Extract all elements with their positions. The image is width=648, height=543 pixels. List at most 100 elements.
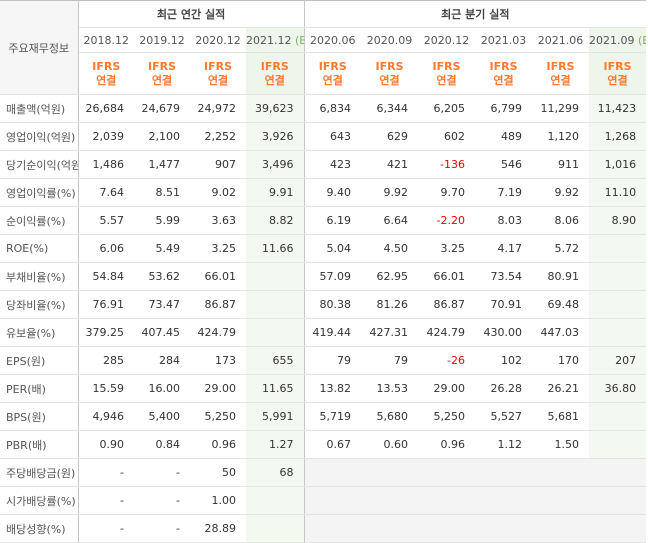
value-cell: 28.89 xyxy=(190,514,246,543)
consolidated-label: 연결 xyxy=(96,73,117,87)
period-label: 2021.06 xyxy=(537,33,584,47)
value-cell xyxy=(532,458,590,487)
value-cell: 6.64 xyxy=(361,206,419,235)
value-cell xyxy=(361,486,419,515)
value-cell xyxy=(589,290,647,319)
table-row: BPS(원) 4,946 5,400 5,250 5,991 5,719 5,680 5,25… xyxy=(0,402,647,431)
value-cell: 80.38 xyxy=(304,290,362,319)
table-body: 매출액(억원) 26,684 24,679 24,972 39,623 6,834 6,34… xyxy=(0,94,647,543)
period-header: 2018.12 xyxy=(78,27,134,53)
value-cell: 5.99 xyxy=(134,206,190,235)
value-cell: 8.03 xyxy=(475,206,533,235)
value-cell: 76.91 xyxy=(78,290,134,319)
ifrs-label: IFRS xyxy=(375,59,404,73)
value-cell: - xyxy=(134,514,190,543)
value-cell: 447.03 xyxy=(532,318,590,347)
value-cell: 8.82 xyxy=(246,206,305,235)
value-cell: 6,205 xyxy=(418,94,476,123)
row-label: 유보율(%) xyxy=(0,318,79,347)
value-cell: - xyxy=(78,486,134,515)
value-cell: 0.96 xyxy=(418,430,476,459)
value-cell xyxy=(246,318,305,347)
value-cell: 1.50 xyxy=(532,430,590,459)
value-cell xyxy=(475,486,533,515)
value-cell: 80.91 xyxy=(532,262,590,291)
value-cell xyxy=(475,458,533,487)
table-row: 영업이익(억원) 2,039 2,100 2,252 3,926 643 629 602 489… xyxy=(0,122,647,151)
ifrs-label: IFRS xyxy=(603,59,632,73)
value-cell: 489 xyxy=(475,122,533,151)
value-cell xyxy=(589,318,647,347)
ifrs-standard-label: IFRS 연결 xyxy=(246,52,305,95)
period-label: 2020.06 xyxy=(310,33,356,47)
value-cell: 423 xyxy=(304,150,362,179)
group-title-row: 주요재무정보 최근 연간 실적 최근 분기 실적 xyxy=(0,0,647,95)
value-cell xyxy=(246,486,305,515)
value-cell: 11.66 xyxy=(246,234,305,263)
value-cell: 9.92 xyxy=(532,178,590,207)
consolidated-label: 연결 xyxy=(151,73,173,87)
value-cell: 7.64 xyxy=(78,178,134,207)
value-cell: 68 xyxy=(246,458,305,487)
value-cell: 9.02 xyxy=(190,178,246,207)
value-cell: 3,926 xyxy=(246,122,305,151)
value-cell: 70.91 xyxy=(475,290,533,319)
value-cell: 0.96 xyxy=(190,430,246,459)
value-cell: 13.82 xyxy=(304,374,362,403)
value-cell: -26 xyxy=(418,346,476,375)
corner-label: 주요재무정보 xyxy=(0,0,79,95)
ifrs-label: IFRS xyxy=(260,59,289,73)
consolidated-label: 연결 xyxy=(550,73,571,87)
value-cell: 430.00 xyxy=(475,318,533,347)
value-cell: 66.01 xyxy=(190,262,246,291)
value-cell: 207 xyxy=(589,346,647,375)
value-cell: 1.12 xyxy=(475,430,533,459)
value-cell: 6,799 xyxy=(475,94,533,123)
value-cell xyxy=(246,262,305,291)
table-row: 당좌비율(%) 76.91 73.47 86.87 80.38 81.26 86.87 70.… xyxy=(0,290,647,319)
period-header: 2021.12 (E) xyxy=(246,27,305,53)
table-row: 당기순이익(억원) 1,486 1,477 907 3,496 423 421 -136 546… xyxy=(0,150,647,179)
value-cell: 7.19 xyxy=(475,178,533,207)
value-cell: 602 xyxy=(418,122,476,151)
value-cell: 50 xyxy=(190,458,246,487)
value-cell: 9.92 xyxy=(361,178,419,207)
value-cell xyxy=(418,486,476,515)
value-cell: 66.01 xyxy=(418,262,476,291)
value-cell: -2.20 xyxy=(418,206,476,235)
table-row: 부채비율(%) 54.84 53.62 66.01 57.09 62.95 66.01 73.… xyxy=(0,262,647,291)
value-cell: 907 xyxy=(190,150,246,179)
table-row: 배당성향(%) - -28.89 xyxy=(0,514,647,543)
value-cell: 11.10 xyxy=(589,178,647,207)
ifrs-label: IFRS xyxy=(318,59,347,73)
value-cell: 379.25 xyxy=(78,318,134,347)
row-label: 영업이익률(%) xyxy=(0,178,79,207)
value-cell: 26,684 xyxy=(78,94,134,123)
value-cell: 407.45 xyxy=(134,318,190,347)
value-cell: 5,719 xyxy=(304,402,362,431)
value-cell: 5.49 xyxy=(134,234,190,263)
accounting-standard-row: IFRS 연결 IFRS 연결 IFRS 연결 IFRS 연결 IFRS 연결 IFRS 연결 IFRS… xyxy=(0,52,647,95)
value-cell: 57.09 xyxy=(304,262,362,291)
value-cell: 8.51 xyxy=(134,178,190,207)
value-cell xyxy=(304,458,362,487)
value-cell: 5,400 xyxy=(134,402,190,431)
value-cell: 3.25 xyxy=(190,234,246,263)
value-cell: 546 xyxy=(475,150,533,179)
value-cell xyxy=(532,486,590,515)
value-cell: 2,100 xyxy=(134,122,190,151)
value-cell: 3.25 xyxy=(418,234,476,263)
table-row: 시가배당률(%) - -1.00 xyxy=(0,486,647,515)
period-header: 2020.09 xyxy=(361,27,419,53)
value-cell: 285 xyxy=(78,346,134,375)
value-cell: 5,991 xyxy=(246,402,305,431)
table-row: 순이익률(%) 5.57 5.99 3.63 8.82 6.19 6.64 -2.20 8.03… xyxy=(0,206,647,235)
ifrs-label: IFRS xyxy=(432,59,461,73)
ifrs-standard-label: IFRS 연결 xyxy=(475,52,533,95)
value-cell xyxy=(589,486,647,515)
value-cell xyxy=(589,458,647,487)
value-cell: 69.48 xyxy=(532,290,590,319)
row-label: 부채비율(%) xyxy=(0,262,79,291)
value-cell: 9.91 xyxy=(246,178,305,207)
